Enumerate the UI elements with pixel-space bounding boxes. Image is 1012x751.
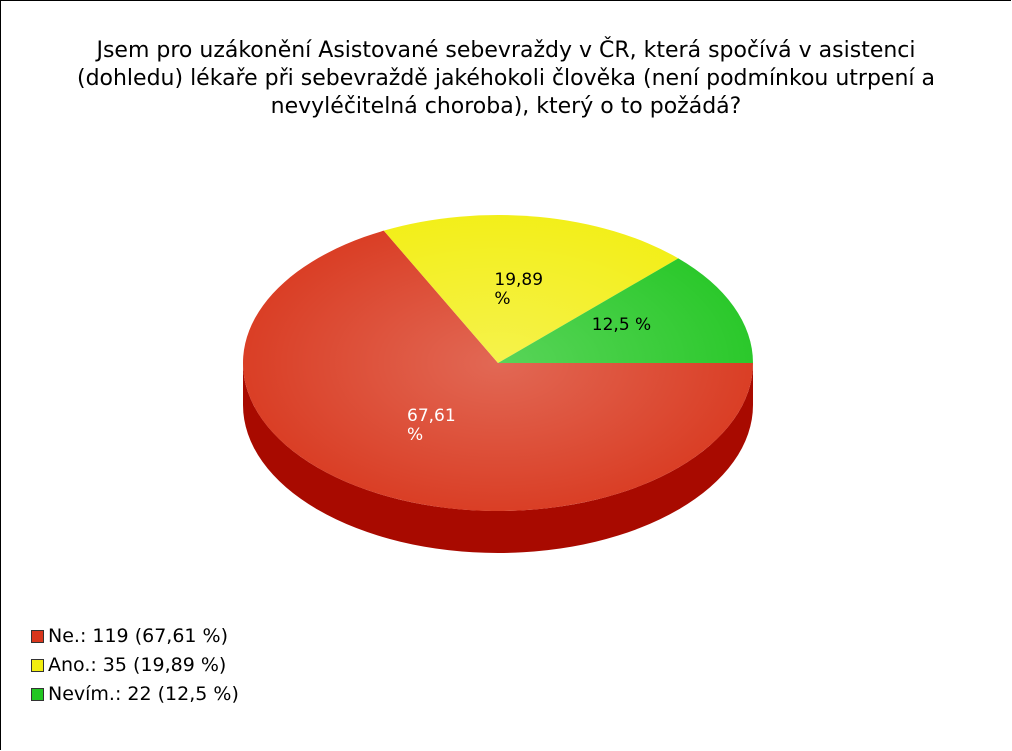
legend-swatch (31, 658, 44, 672)
legend-label: Ano.: 35 (19,89 %) (48, 654, 227, 676)
chart-title: Jsem pro uzákonění Asistované sebevraždy… (76, 38, 935, 119)
legend-swatch (31, 629, 44, 643)
data-label: 19,89 % (494, 269, 544, 309)
legend-label: Ne.: 119 (67,61 %) (48, 625, 228, 647)
data-label: 12,5 % (591, 314, 652, 335)
legend-item: Ne.: 119 (67,61 %) (31, 625, 228, 647)
legend-label: Nevím.: 22 (12,5 %) (48, 683, 239, 705)
legend-item: Nevím.: 22 (12,5 %) (31, 683, 239, 705)
legend-item: Ano.: 35 (19,89 %) (31, 654, 226, 676)
legend-swatch (31, 687, 44, 701)
data-label: 67,61 % (407, 405, 456, 445)
